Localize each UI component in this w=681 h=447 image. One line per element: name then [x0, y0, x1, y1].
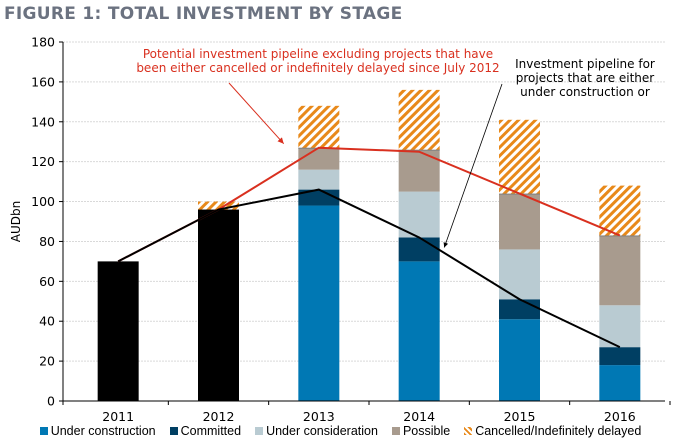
line-black_line	[117, 188, 621, 349]
bar-segment-possible-2014	[398, 149, 440, 192]
bar-segment-possible-2015	[499, 193, 540, 250]
annotation-black-text: under construction or	[520, 85, 650, 99]
legend-item-committed: Committed	[169, 424, 242, 438]
annotation-black-text: Investment pipeline for	[515, 57, 655, 71]
bar-segment-cancelled-2013	[298, 105, 340, 148]
y-tick-label: 40	[39, 314, 55, 329]
bar-segment-under_consideration-2013	[298, 169, 340, 190]
y-tick-label: 180	[31, 35, 55, 50]
y-tick-label: 140	[31, 114, 55, 129]
y-tick-label: 80	[39, 234, 55, 249]
annotations: Potential investment pipeline excluding …	[136, 47, 655, 248]
x-tick-label: 2012	[203, 409, 235, 424]
y-tick-label: 0	[47, 394, 55, 409]
annotation-red-text: Potential investment pipeline excluding …	[143, 47, 493, 61]
bar-segment-committed-2015	[499, 299, 540, 320]
y-tick-label: 20	[39, 354, 55, 369]
y-tick-label: 60	[39, 274, 55, 289]
legend-label: Committed	[180, 424, 242, 438]
axes: 0 20 40 60 80 100 120 140 160 180 2011 2012 2013 2014…	[9, 35, 671, 424]
legend-swatch-under_construction	[39, 427, 48, 435]
y-tick-label: 120	[31, 154, 55, 169]
annotation-black-text: projects that are either	[516, 71, 655, 85]
bar-segment-under_construction-2016	[599, 365, 641, 401]
bar-segment-under_consideration-2015	[499, 249, 540, 300]
legend-swatch-committed	[169, 427, 178, 435]
bar-segment-historical-2011	[97, 261, 139, 401]
y-tick-label: 100	[31, 194, 55, 209]
legend-label: Under construction	[50, 424, 156, 438]
legend-label: Possible	[402, 424, 451, 438]
bar-segment-committed-2014	[398, 237, 440, 262]
y-tick-label: 160	[31, 74, 55, 89]
bar-segment-committed-2016	[599, 347, 641, 366]
y-axis-label: AUDbn	[9, 201, 23, 242]
legend-item-under_construction: Under construction	[39, 424, 156, 438]
bar-segment-possible-2016	[599, 235, 641, 306]
bar-segment-under_construction-2013	[298, 205, 340, 401]
legend-swatch-possible	[391, 427, 400, 435]
figure-title: FIGURE 1: TOTAL INVESTMENT BY STAGE	[4, 4, 403, 24]
line-red_line	[117, 146, 621, 263]
bar-segment-under_construction-2015	[499, 319, 540, 401]
bar-segment-cancelled-2014	[398, 89, 440, 150]
legend-label: Under consideration	[266, 424, 378, 438]
x-tick-label: 2015	[504, 409, 536, 424]
legend-item-possible: Possible	[391, 424, 451, 438]
bar-segment-possible-2013	[298, 147, 340, 170]
legend-item-under_consideration: Under consideration	[255, 424, 378, 438]
legend-swatch-cancelled	[464, 427, 473, 435]
legend-label: Cancelled/Indefinitely delayed	[475, 424, 642, 438]
x-tick-label: 2014	[403, 409, 435, 424]
bar-segment-historical-2012	[198, 209, 239, 401]
annotation-black-arrow	[443, 83, 503, 248]
bar-segment-under_consideration-2014	[398, 191, 440, 238]
legend-item-cancelled: Cancelled/Indefinitely delayed	[464, 424, 641, 438]
bars	[97, 89, 641, 401]
bar-segment-cancelled-2015	[499, 119, 540, 194]
bar-segment-under_construction-2014	[398, 261, 440, 401]
x-tick-label: 2013	[303, 409, 335, 424]
series-lines	[117, 146, 621, 349]
bar-segment-cancelled-2016	[599, 185, 641, 236]
annotation-red-arrow	[228, 82, 285, 145]
legend-swatch-under_consideration	[255, 427, 264, 435]
bar-segment-cancelled-2012	[198, 201, 239, 210]
annotation-red-text: been either cancelled or indefinitely de…	[136, 61, 499, 75]
gridlines	[63, 41, 665, 362]
x-tick-label: 2016	[604, 409, 636, 424]
x-tick-label: 2011	[102, 409, 134, 424]
legend: Under construction Committed Under conside…	[0, 424, 681, 438]
